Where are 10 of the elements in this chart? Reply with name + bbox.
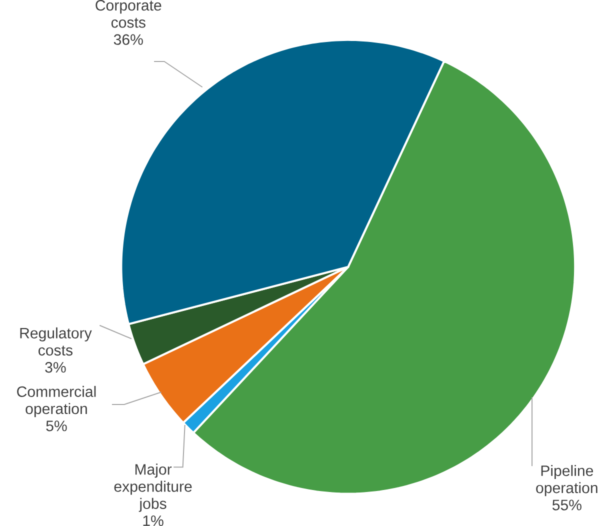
slice-label: Regulatory costs <box>20 327 92 356</box>
slice-label: Pipeline operation <box>536 465 598 496</box>
data-label: 55% <box>552 500 582 510</box>
data-label: 36% <box>114 34 143 45</box>
slice-label: Corporate costs <box>96 0 162 28</box>
slice-label: Commercial operation <box>17 386 96 418</box>
data-label: 5% <box>46 420 67 432</box>
data-label: 1% <box>143 515 164 526</box>
slice-label: Major expenditure jobs <box>114 464 192 512</box>
data-label: 3% <box>45 362 66 373</box>
